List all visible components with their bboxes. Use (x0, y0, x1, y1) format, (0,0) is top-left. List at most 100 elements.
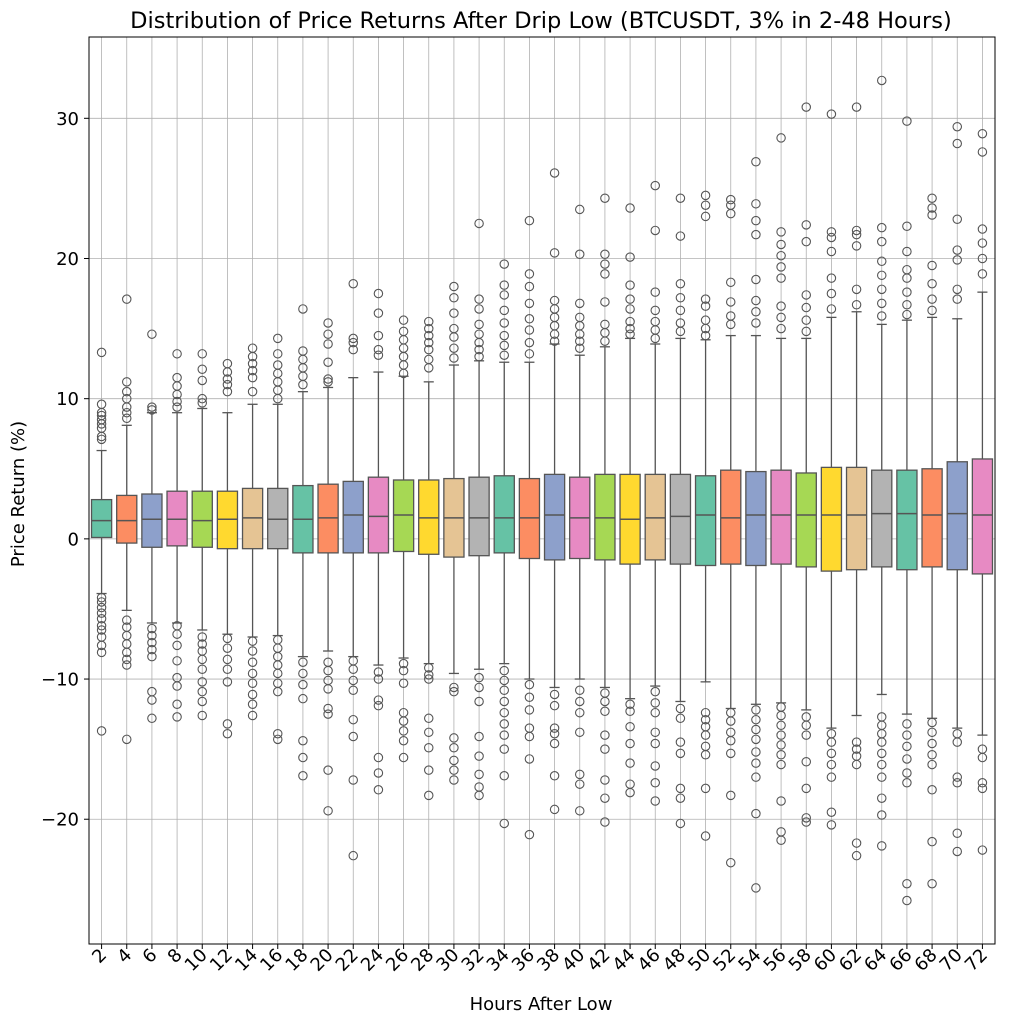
outlier-point (600, 775, 610, 785)
outlier-point (222, 386, 233, 397)
outlier-point (398, 678, 409, 689)
outlier-point (801, 720, 811, 731)
outlier-point (977, 253, 988, 264)
outlier-point (574, 769, 585, 780)
outlier-point (876, 270, 887, 281)
outlier-point (751, 295, 761, 306)
outlier-point (524, 692, 535, 703)
box-18h (292, 304, 314, 781)
box-38h (543, 168, 566, 815)
outlier-point (700, 294, 711, 304)
outlier-point (826, 227, 837, 237)
outlier-point (549, 689, 560, 700)
outlier-point (977, 128, 988, 139)
outlier-point (373, 344, 384, 355)
outlier-point (298, 668, 308, 679)
outlier-point (700, 315, 711, 325)
outlier-point (776, 730, 786, 740)
outlier-point (751, 724, 761, 735)
outlier-point (524, 679, 535, 690)
outlier-point (826, 748, 837, 759)
outlier-point (323, 703, 333, 714)
outlier-point (247, 668, 258, 679)
outlier-point (524, 281, 535, 292)
outlier-point (348, 775, 358, 785)
outlier-point (700, 301, 711, 311)
outlier-point (801, 326, 811, 337)
outlier-point (172, 640, 182, 651)
outlier-point (499, 675, 509, 686)
outlier-point (398, 716, 409, 726)
outlier-point (449, 323, 459, 334)
box-62h (845, 102, 868, 861)
box-24h (367, 288, 390, 795)
outlier-point (625, 304, 635, 314)
outlier-point (776, 250, 786, 261)
box-54h (745, 157, 767, 893)
outlier-point (574, 336, 585, 346)
outlier-point (700, 714, 711, 725)
outlier-point (826, 772, 837, 782)
outlier-point (952, 121, 962, 132)
outlier-point (499, 665, 509, 676)
outlier-point (902, 287, 912, 297)
outlier-point (524, 325, 535, 335)
outlier-point (172, 681, 182, 691)
outlier-point (398, 735, 409, 746)
outlier-point (826, 820, 837, 830)
outlier-point (122, 615, 132, 625)
outlier-point (549, 771, 560, 781)
outlier-point (272, 668, 283, 679)
box-12h (216, 358, 239, 739)
outlier-point (323, 357, 333, 367)
outlier-point (524, 705, 535, 715)
outlier-point (600, 793, 610, 803)
outlier-point (650, 225, 660, 236)
outlier-point (96, 614, 107, 624)
outlier-point (348, 664, 358, 674)
outlier-point (700, 730, 711, 740)
outlier-point (952, 294, 962, 304)
outlier-point (423, 674, 434, 684)
outlier-point (650, 707, 660, 718)
outlier-point (373, 768, 384, 778)
outlier-point (927, 305, 937, 316)
outlier-point (876, 793, 887, 803)
iqr-box (820, 466, 843, 572)
box-52h (720, 194, 742, 868)
outlier-point (449, 686, 459, 697)
outlier-point (876, 311, 887, 321)
outlier-point (323, 806, 333, 816)
outlier-point (398, 726, 409, 736)
outlier-point (524, 731, 535, 742)
iqr-box (493, 475, 515, 554)
outlier-point (247, 372, 258, 383)
outlier-point (499, 259, 509, 269)
outlier-point (776, 227, 786, 237)
outlier-point (298, 771, 308, 781)
outlier-point (499, 685, 509, 696)
outlier-point (323, 765, 333, 775)
box-36h (518, 215, 541, 840)
outlier-point (851, 300, 862, 310)
outlier-point (499, 707, 509, 718)
iqr-box (745, 470, 767, 567)
outlier-point (423, 713, 434, 724)
outlier-point (222, 643, 233, 653)
outlier-point (650, 305, 660, 316)
outlier-point (625, 316, 635, 327)
y-tick-label: −10 (41, 670, 79, 691)
y-tick-label: −20 (41, 810, 79, 831)
outlier-point (675, 318, 686, 328)
outlier-point (751, 883, 761, 893)
outlier-point (323, 318, 333, 328)
outlier-point (801, 220, 811, 230)
outlier-point (977, 778, 988, 788)
outlier-point (700, 200, 711, 210)
outlier-point (801, 783, 811, 794)
outlier-point (549, 804, 560, 815)
outlier-point (499, 696, 509, 707)
outlier-point (927, 203, 937, 213)
outlier-point (625, 738, 635, 749)
